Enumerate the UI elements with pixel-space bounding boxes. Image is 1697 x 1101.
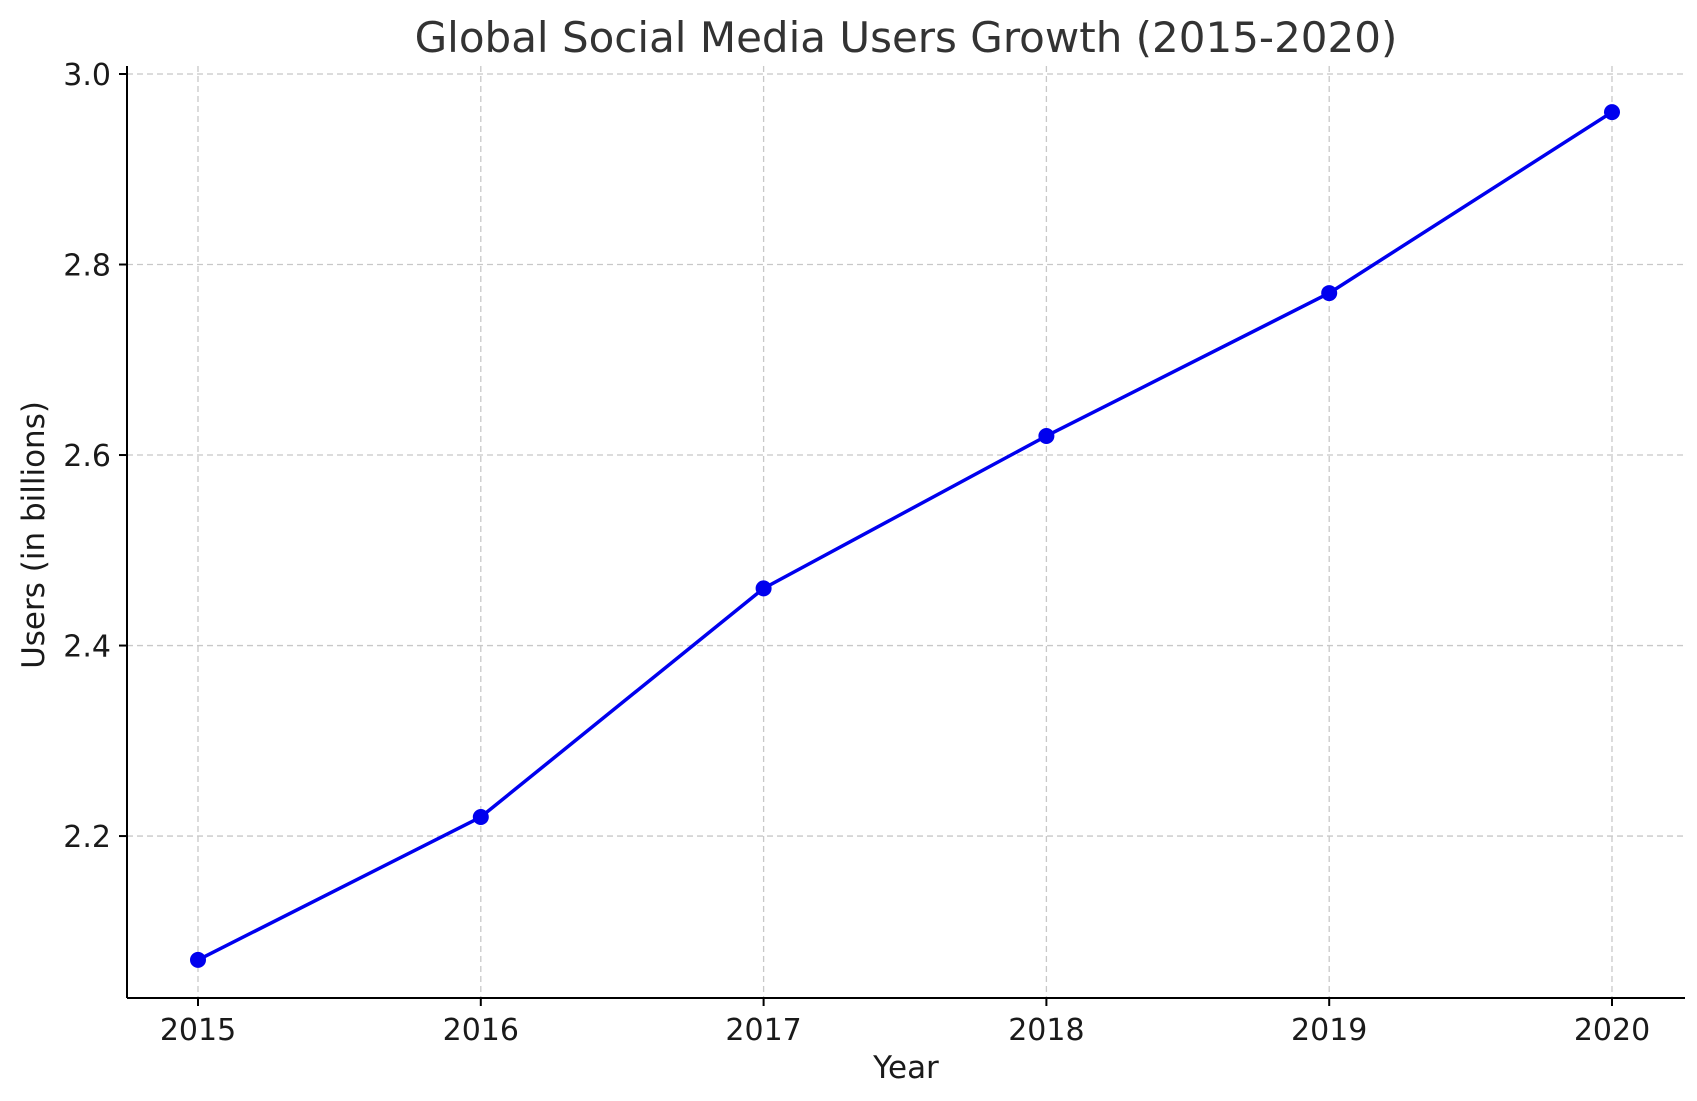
data-point (1321, 285, 1338, 302)
x-tick-label: 2017 (725, 1013, 801, 1048)
y-axis-title: Users (in billions) (16, 401, 52, 669)
data-point (755, 580, 772, 597)
y-tick-label: 2.4 (63, 630, 111, 665)
x-tick-label: 2018 (1008, 1013, 1084, 1048)
x-tick-label: 2016 (443, 1013, 519, 1048)
x-axis-title: Year (872, 1050, 939, 1086)
series-layer (190, 104, 1620, 968)
ticks-layer: 2015 2016 2017 2018 2019 2020 2.2 2.4 2.6 2.8 3.0 (63, 58, 1650, 1048)
x-tick-label: 2015 (160, 1013, 236, 1048)
data-point (1038, 427, 1055, 444)
y-tick-label: 2.6 (63, 439, 111, 474)
axes-layer (126, 66, 1685, 999)
data-point (472, 809, 489, 826)
chart-title: Global Social Media Users Growth (2015-2… (415, 13, 1398, 62)
series-line (197, 110, 1613, 962)
data-point (190, 951, 206, 968)
y-tick-label: 3.0 (63, 58, 111, 93)
x-tick-label: 2020 (1574, 1013, 1650, 1048)
grid-layer (127, 66, 1685, 998)
x-tick-label: 2019 (1291, 1013, 1367, 1048)
y-tick-label: 2.2 (63, 820, 111, 855)
y-tick-label: 2.8 (63, 249, 111, 284)
data-point (1604, 104, 1620, 121)
